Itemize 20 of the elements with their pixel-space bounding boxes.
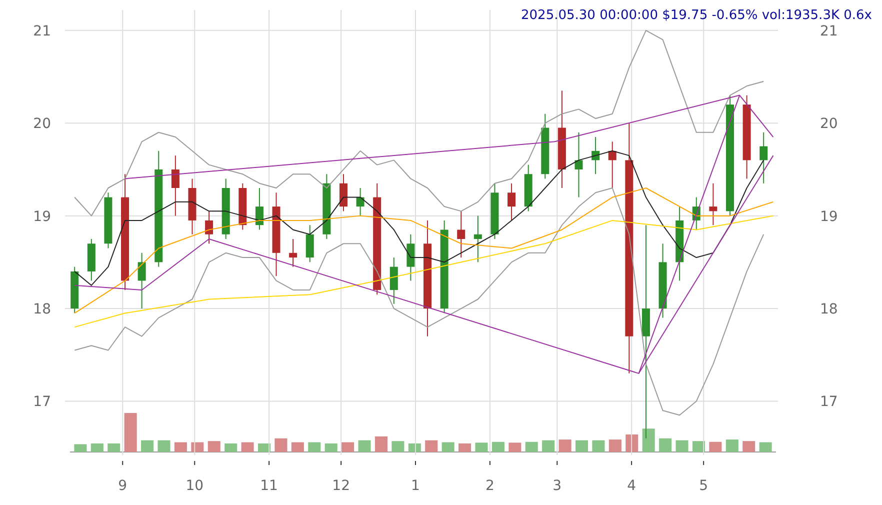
y2-tick-label: 17 <box>820 394 838 410</box>
x-tick-label: 11 <box>260 478 278 494</box>
y-tick-label: 20 <box>33 116 51 132</box>
y-tick-label: 19 <box>33 208 51 225</box>
x-tick-label: 9 <box>118 478 128 494</box>
y-tick-label: 21 <box>33 23 51 40</box>
x-tick-label: 10 <box>186 478 204 494</box>
y2-tick-label: 18 <box>820 302 838 318</box>
y2-tick-label: 19 <box>820 208 838 225</box>
y2-tick-label: 20 <box>820 116 838 132</box>
x-tick-label: 3 <box>552 478 562 494</box>
y-tick-label: 17 <box>33 394 51 410</box>
x-tick-label: 4 <box>627 478 636 494</box>
x-tick-label: 1 <box>411 478 420 494</box>
chart-title: 2025.05.30 00:00:00 $19.75 -0.65% vol:1935.3K 0.6x <box>521 8 872 23</box>
x-tick-label: 5 <box>699 478 708 494</box>
y2-tick-label: 21 <box>820 23 838 40</box>
x-tick-label: 2 <box>485 478 494 494</box>
x-tick-label: 12 <box>332 478 350 494</box>
y-tick-label: 18 <box>33 302 51 318</box>
